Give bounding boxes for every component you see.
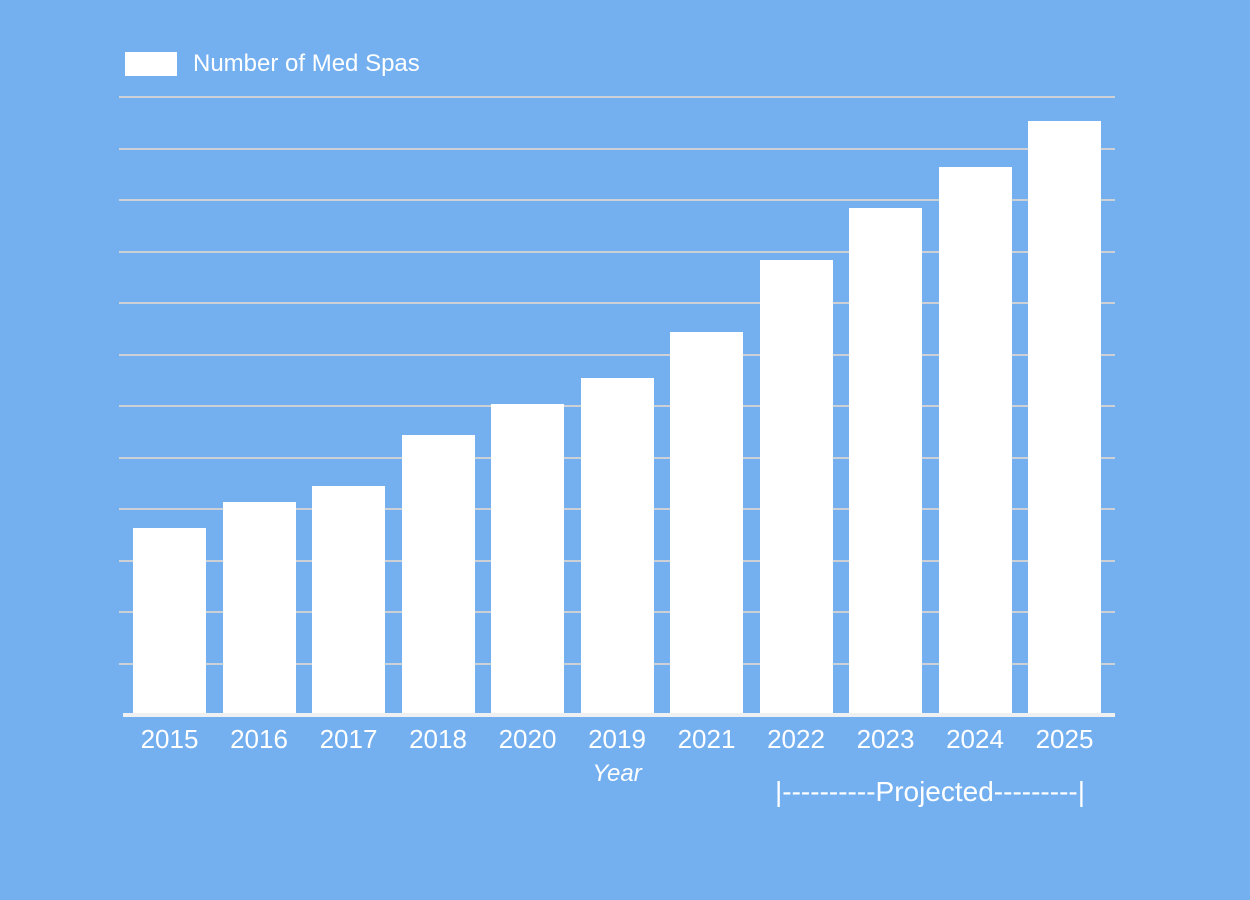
projected-annotation: |----------Projected---------|: [775, 776, 1085, 807]
bar-2019: [580, 378, 654, 713]
bar-2015: [133, 527, 206, 713]
x-tick-2015: 2015: [140, 724, 199, 754]
gridline: [119, 147, 1115, 150]
x-tick-2016: 2016: [230, 724, 288, 754]
x-tick-2020: 2020: [498, 724, 557, 754]
x-axis-title: Year: [592, 760, 642, 787]
x-tick-2025: 2025: [1035, 724, 1094, 754]
gridline: [119, 250, 1115, 253]
x-tick-2021: 2021: [677, 724, 736, 754]
bar-2018: [401, 434, 475, 713]
legend-swatch: [125, 52, 177, 76]
bar-2022: [759, 259, 833, 713]
gridline: [119, 96, 1115, 98]
bar-2024: [938, 167, 1012, 713]
x-tick-2022: 2022: [767, 724, 825, 754]
gridline: [119, 199, 1115, 201]
bar-2025: [1028, 120, 1101, 713]
bar-2020: [491, 404, 564, 713]
x-tick-2017: 2017: [319, 724, 378, 754]
legend-label: Number of Med Spas: [193, 50, 420, 77]
gridline: [119, 353, 1115, 356]
x-tick-2018: 2018: [409, 724, 467, 754]
bar-2021: [670, 331, 743, 713]
legend: Number of Med Spas: [125, 52, 420, 76]
bar-chart-plot-area: [119, 96, 1115, 717]
x-tick-2019: 2019: [588, 724, 646, 754]
x-tick-2023: 2023: [856, 724, 915, 754]
x-axis-line: [123, 713, 1115, 717]
bar-2023: [849, 208, 922, 713]
bar-2016: [222, 501, 296, 713]
x-tick-2024: 2024: [946, 724, 1004, 754]
bar-2017: [312, 486, 385, 713]
gridline: [119, 302, 1115, 304]
